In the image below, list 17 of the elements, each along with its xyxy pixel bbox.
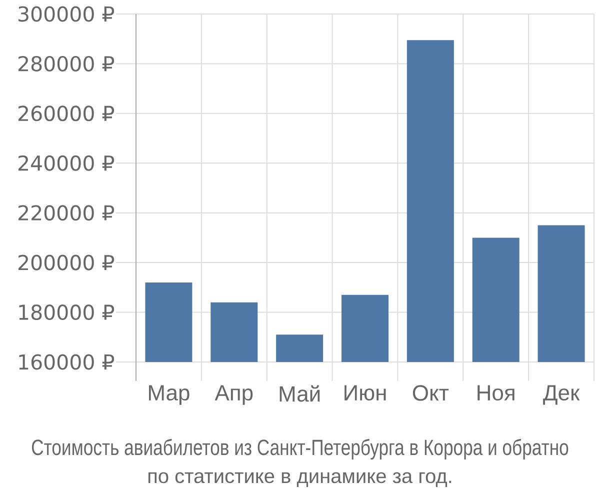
y-tick-label: 180000 ₽ — [19, 304, 114, 320]
y-tick-label: 200000 ₽ — [18, 254, 114, 270]
x-tick-label: Июн — [344, 385, 386, 401]
x-tick-label: Окт — [412, 385, 449, 401]
text: Стоимость авиабилетов из Санкт-Петербурга в Корора и обратно — [32, 438, 568, 460]
x-tick-label: Мар — [149, 385, 190, 405]
y-tick-label: 220000 ₽ — [18, 205, 114, 221]
x-tick-label: Ноя — [478, 385, 514, 401]
x-tick-label: Дек — [543, 385, 580, 405]
x-tick-label: Апр — [214, 385, 253, 405]
y-tick-label: 300000 ₽ — [18, 6, 114, 22]
text: по статистике в динамике за год. — [148, 472, 452, 487]
y-tick-label: 280000 ₽ — [18, 56, 114, 72]
y-tick-label: 240000 ₽ — [18, 155, 114, 171]
x-tick-label: Май — [280, 385, 320, 402]
y-tick-label: 160000 ₽ — [19, 354, 114, 370]
y-tick-label: 260000 ₽ — [18, 106, 114, 122]
